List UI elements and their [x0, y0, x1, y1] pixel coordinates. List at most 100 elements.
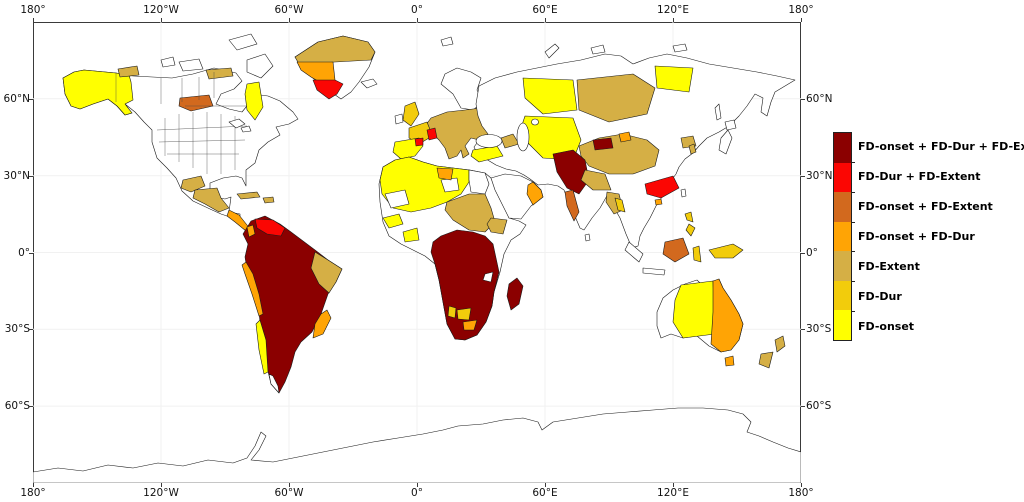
legend-tick: [852, 281, 855, 283]
axis-tick: [801, 329, 805, 331]
axis-label-right: 60°S: [806, 400, 832, 413]
axis-tick: [29, 252, 33, 254]
axis-label-top: 120°W: [143, 4, 179, 16]
region-great-lake: [228, 118, 246, 129]
region-sulawesi: [692, 245, 702, 263]
legend-label: FD-onset + FD-Dur + FD-Extent: [858, 140, 1024, 154]
region-nz-south: [758, 351, 774, 369]
region-venezuela: [254, 218, 286, 237]
region-sri-lanka: [584, 233, 591, 242]
region-greenland-south: [312, 79, 344, 100]
legend-label: FD-Extent: [858, 259, 920, 273]
region-libya-interior: [440, 177, 460, 193]
axis-tick: [417, 483, 418, 487]
region-central-siberia: [576, 73, 656, 123]
inland-seas: [475, 118, 539, 152]
region-central-canada-patch: [178, 94, 214, 112]
legend-label: FD-onset + FD-Extent: [858, 200, 993, 214]
axis-tick: [673, 18, 674, 22]
region-new-guinea: [708, 243, 744, 259]
legend-tick: [852, 251, 855, 253]
legend-label: FD-Dur: [858, 289, 902, 303]
region-hainan: [654, 198, 663, 206]
region-ghana: [402, 227, 420, 243]
region-ellesmere: [228, 33, 258, 51]
region-mexico-west: [180, 175, 206, 193]
legend-swatch-dur_extent: [834, 162, 851, 193]
us-state-borders: [156, 72, 248, 174]
region-yakutia: [654, 65, 694, 93]
world-map: [33, 22, 801, 483]
axis-tick: [801, 18, 802, 22]
region-uk: [402, 101, 420, 127]
axis-tick: [29, 329, 33, 331]
region-central-southern-africa: [430, 229, 500, 341]
region-madagascar: [506, 277, 524, 311]
region-zambia-gap: [482, 271, 494, 283]
region-cuba: [236, 191, 261, 200]
region-korea: [688, 143, 697, 155]
region-australia-center: [672, 280, 716, 339]
axis-label-right: 30°N: [806, 169, 833, 182]
legend-label: FD-onset: [858, 319, 915, 333]
axis-label-bottom: 180°: [788, 487, 814, 499]
axis-label-top: 60°E: [532, 4, 558, 16]
legend-tick: [852, 161, 855, 163]
region-borneo: [662, 237, 690, 263]
axis-tick: [161, 483, 162, 487]
legend-tick: [852, 221, 855, 223]
axis-label-right: 30°S: [806, 323, 832, 336]
region-spain-ne: [414, 137, 424, 147]
region-svalbard: [440, 36, 454, 47]
legend-label: FD-onset + FD-Dur: [858, 229, 975, 243]
axis-tick: [29, 175, 33, 177]
region-chile: [255, 319, 269, 375]
axis-tick: [417, 18, 418, 22]
region-arabia-east: [526, 181, 544, 206]
region-namibia: [447, 305, 457, 319]
axis-tick: [673, 483, 674, 487]
region-japan: [718, 129, 733, 155]
axis-label-left: 30°S: [4, 323, 30, 336]
region-philippines-luzon: [684, 211, 694, 223]
axis-tick: [801, 406, 805, 408]
region-nz-north: [774, 335, 786, 353]
axis-label-left: 30°N: [3, 169, 30, 182]
legend-tick: [852, 191, 855, 193]
legend-swatch-extent: [834, 251, 851, 281]
axis-tick: [545, 483, 546, 487]
region-france-se: [426, 127, 438, 141]
axis-tick: [29, 406, 33, 408]
region-ireland: [394, 113, 404, 125]
axis-label-top: 180°: [20, 4, 46, 16]
legend-swatch-dur: [834, 280, 851, 311]
legend-swatch-onset_dur: [834, 221, 851, 252]
region-ne-brazil: [310, 251, 343, 294]
region-baffin: [246, 53, 274, 79]
axis-label-right: 0°: [806, 246, 818, 259]
axis-tick: [33, 483, 34, 487]
axis-tick: [545, 18, 546, 22]
axis-label-left: 60°S: [4, 400, 30, 413]
region-south-africa-patch: [462, 319, 478, 331]
region-quebec-patch: [244, 81, 264, 121]
axis-label-bottom: 180°: [20, 487, 46, 499]
region-hispaniola: [262, 196, 275, 204]
region-philippines-south: [685, 223, 696, 237]
legend-swatch-onset_extent: [834, 192, 851, 222]
axis-label-left: 0°: [18, 246, 30, 259]
axis-label-bottom: 60°E: [532, 487, 558, 499]
legend-swatch-onset: [834, 310, 851, 341]
region-new-siberian: [672, 43, 688, 53]
region-victoria-island: [178, 58, 204, 72]
axis-label-top: 0°: [411, 4, 423, 16]
region-severnaya-zemlya: [590, 44, 606, 55]
axis-tick: [289, 483, 290, 487]
region-java: [642, 267, 666, 276]
region-nw-china-patch: [618, 131, 632, 143]
region-myanmar-patch: [614, 197, 626, 213]
region-sumatra: [624, 241, 644, 263]
region-alaska-yukon: [62, 69, 134, 116]
region-banks: [160, 56, 176, 68]
